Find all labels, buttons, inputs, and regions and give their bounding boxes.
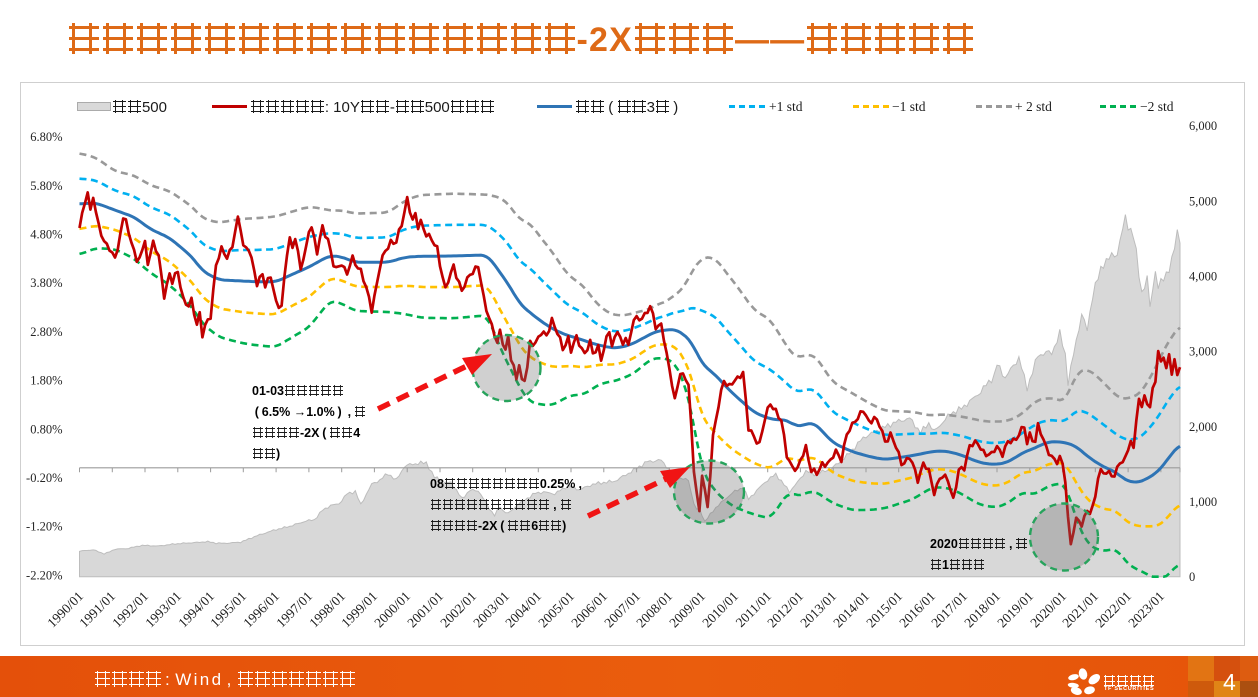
- svg-text:1992/01: 1992/01: [109, 589, 151, 631]
- svg-text:2017/01: 2017/01: [928, 589, 970, 631]
- svg-text:5,000: 5,000: [1189, 194, 1217, 208]
- svg-text:2019/01: 2019/01: [994, 589, 1036, 631]
- svg-text:2010/01: 2010/01: [699, 589, 741, 631]
- svg-text:2005/01: 2005/01: [535, 589, 577, 631]
- svg-text:-2.20%: -2.20%: [26, 568, 62, 582]
- svg-text:2014/01: 2014/01: [830, 589, 872, 631]
- svg-text:2013/01: 2013/01: [797, 589, 839, 631]
- svg-text:2001/01: 2001/01: [404, 589, 446, 631]
- svg-text:4.80%: 4.80%: [30, 228, 62, 242]
- svg-text:3.80%: 3.80%: [30, 276, 62, 290]
- svg-text:2.80%: 2.80%: [30, 325, 62, 339]
- svg-text:1999/01: 1999/01: [338, 589, 380, 631]
- svg-text:-1.20%: -1.20%: [26, 520, 62, 534]
- svg-text:2002/01: 2002/01: [437, 589, 479, 631]
- svg-text:1991/01: 1991/01: [76, 589, 118, 631]
- svg-text:2022/01: 2022/01: [1092, 589, 1134, 631]
- svg-text:2018/01: 2018/01: [961, 589, 1003, 631]
- svg-text:0: 0: [1189, 570, 1195, 584]
- svg-text:1995/01: 1995/01: [207, 589, 249, 631]
- svg-text:2023/01: 2023/01: [1125, 589, 1167, 631]
- svg-text:0.80%: 0.80%: [30, 422, 62, 436]
- svg-text:1997/01: 1997/01: [273, 589, 315, 631]
- svg-text:1,000: 1,000: [1189, 495, 1217, 509]
- svg-text:6.80%: 6.80%: [30, 130, 62, 144]
- svg-text:1.80%: 1.80%: [30, 374, 62, 388]
- svg-text:2008/01: 2008/01: [633, 589, 675, 631]
- svg-text:-0.20%: -0.20%: [26, 471, 62, 485]
- svg-text:3,000: 3,000: [1189, 345, 1217, 359]
- svg-text:2004/01: 2004/01: [502, 589, 544, 631]
- svg-text:2000/01: 2000/01: [371, 589, 413, 631]
- svg-text:1993/01: 1993/01: [142, 589, 184, 631]
- svg-text:5.80%: 5.80%: [30, 179, 62, 193]
- svg-text:2012/01: 2012/01: [764, 589, 806, 631]
- svg-text:2009/01: 2009/01: [666, 589, 708, 631]
- svg-text:2015/01: 2015/01: [863, 589, 905, 631]
- svg-text:2,000: 2,000: [1189, 420, 1217, 434]
- svg-text:2006/01: 2006/01: [568, 589, 610, 631]
- svg-text:4,000: 4,000: [1189, 270, 1217, 284]
- svg-text:6,000: 6,000: [1189, 119, 1217, 133]
- svg-text:1996/01: 1996/01: [240, 589, 282, 631]
- svg-text:2021/01: 2021/01: [1059, 589, 1101, 631]
